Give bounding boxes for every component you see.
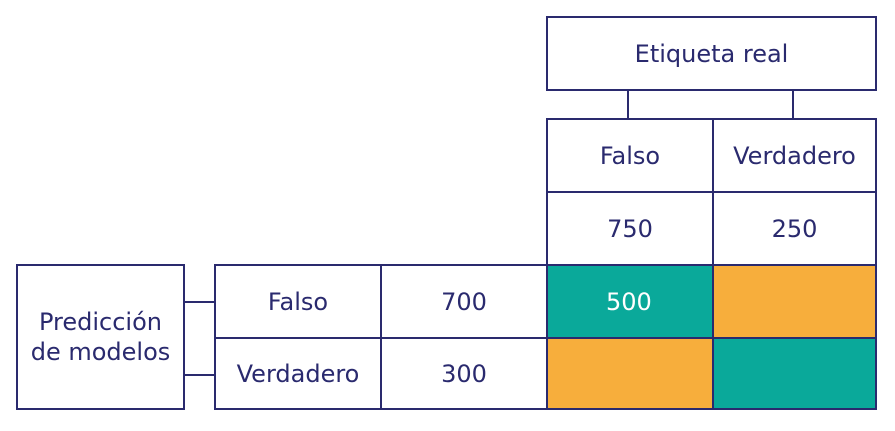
model-prediction-title: Predicción de modelos xyxy=(30,308,171,366)
column-total-falso: 750 xyxy=(546,191,714,266)
matrix-cell-false-negative xyxy=(712,264,877,339)
column-header-verdadero: Verdadero xyxy=(712,118,877,193)
matrix-cell-false-positive xyxy=(546,337,714,410)
row-total-falso: 700 xyxy=(380,264,548,339)
actual-label-header: Etiqueta real xyxy=(546,16,877,91)
connector-prediction-falso xyxy=(185,301,216,303)
matrix-cell-true-negative: 500 xyxy=(546,264,714,339)
row-header-falso: Falso xyxy=(214,264,382,339)
matrix-cell-true-positive xyxy=(712,337,877,410)
row-header-verdadero: Verdadero xyxy=(214,337,382,410)
connector-actual-falso xyxy=(627,91,629,120)
row-total-verdadero: 300 xyxy=(380,337,548,410)
connector-prediction-verdadero xyxy=(185,374,216,376)
column-header-falso: Falso xyxy=(546,118,714,193)
model-prediction-header: Predicción de modelos xyxy=(16,264,185,410)
column-total-verdadero: 250 xyxy=(712,191,877,266)
actual-label-title: Etiqueta real xyxy=(634,39,789,68)
connector-actual-verdadero xyxy=(792,91,794,120)
